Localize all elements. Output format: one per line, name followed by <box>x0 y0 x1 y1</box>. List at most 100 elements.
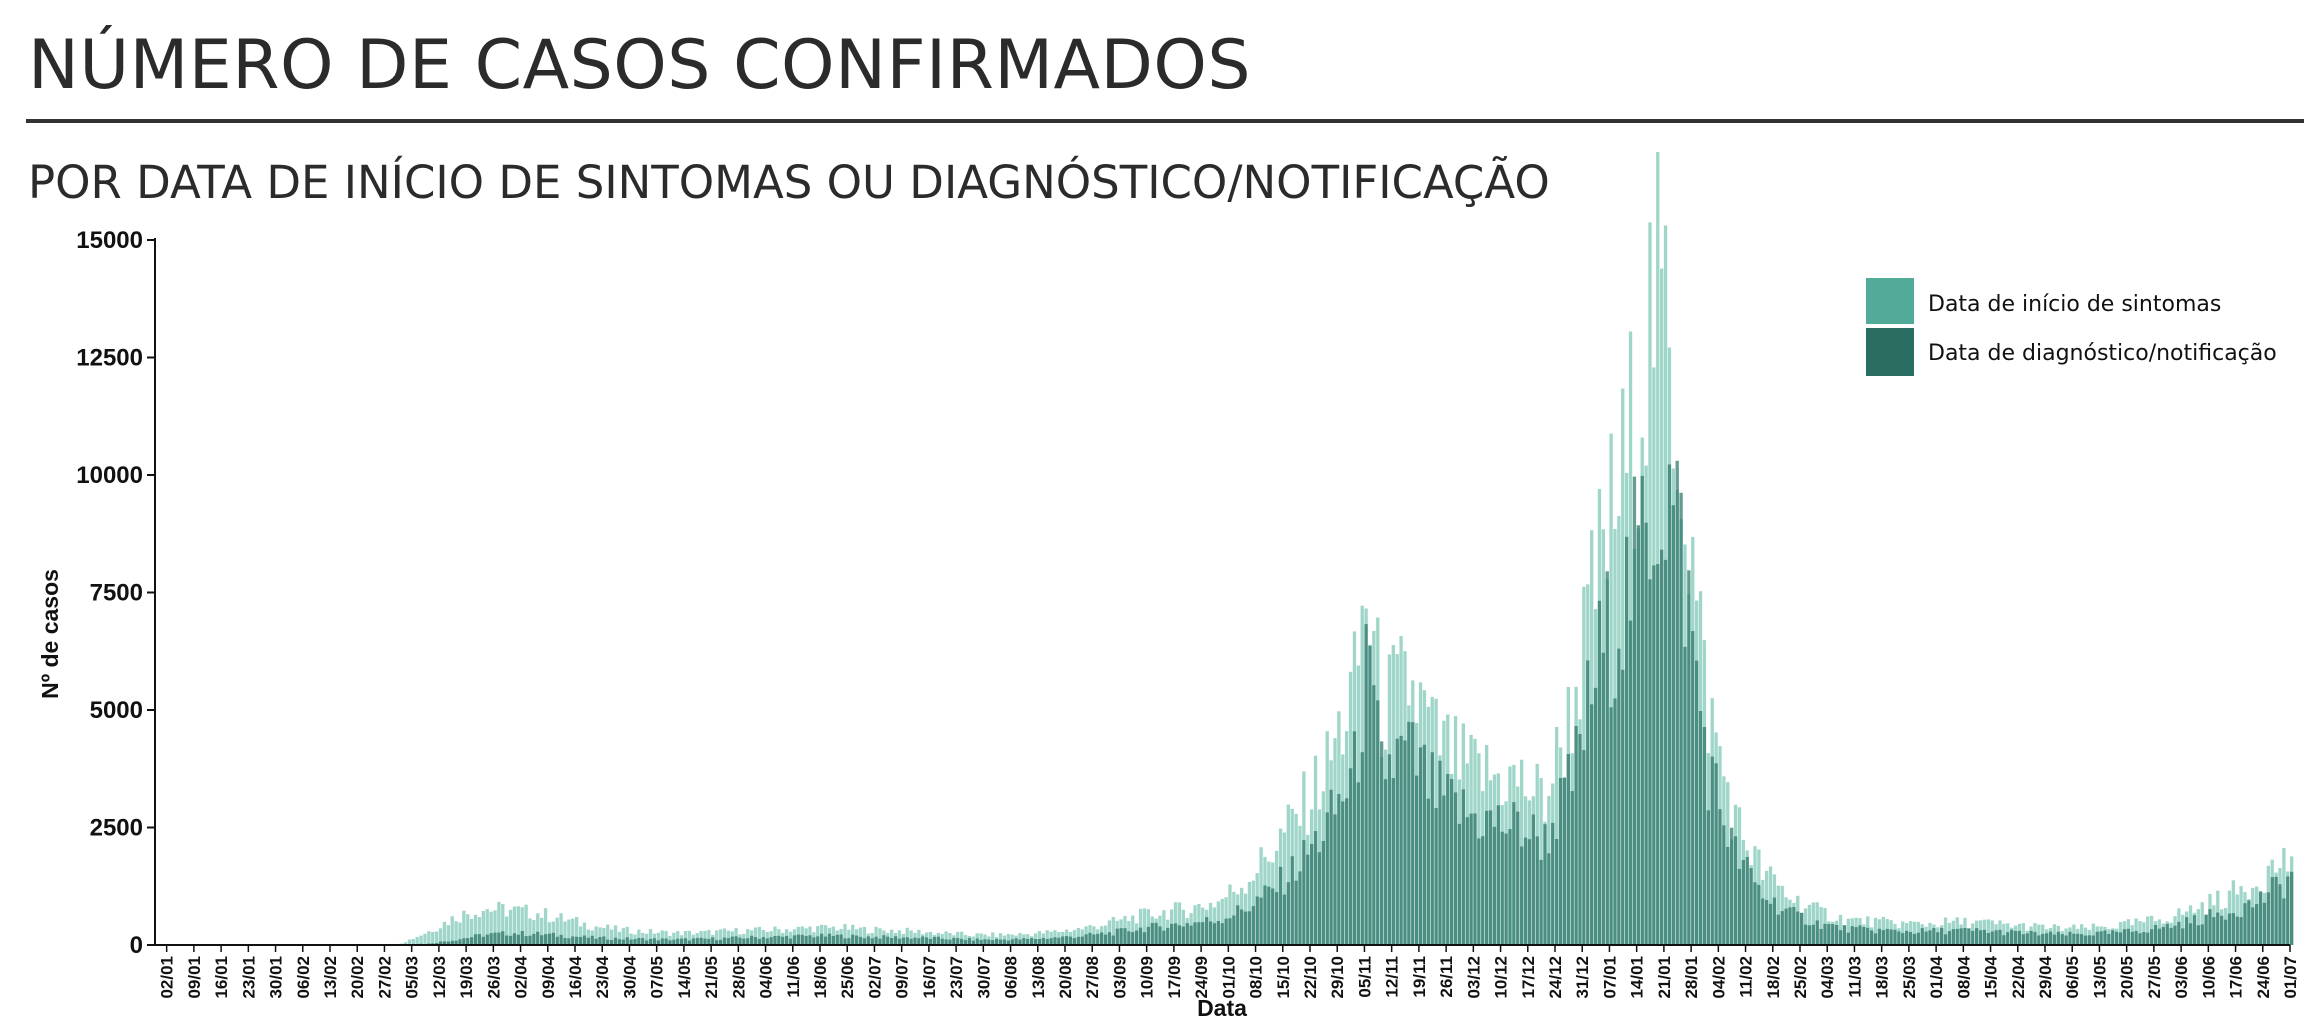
bar <box>1391 778 1395 945</box>
bar <box>1846 918 1850 945</box>
x-tick-label: 13/05 <box>2090 956 2109 999</box>
x-tick-label: 28/05 <box>729 956 748 999</box>
bar <box>1065 936 1069 945</box>
bar <box>1387 754 1392 945</box>
bar <box>508 909 513 945</box>
bar <box>1146 926 1150 945</box>
bar <box>1963 928 1967 945</box>
bar <box>1302 840 1306 945</box>
bar <box>637 938 641 945</box>
bar <box>2037 924 2041 945</box>
x-tick-label: 22/10 <box>1301 956 1320 999</box>
bar <box>746 938 750 945</box>
bar <box>870 938 874 945</box>
bar <box>1901 933 1905 945</box>
bar <box>672 939 676 945</box>
bar <box>1695 660 1699 945</box>
bar <box>2142 932 2146 945</box>
bar <box>1912 933 1917 945</box>
bar <box>2247 900 2251 945</box>
x-tick-label: 13/02 <box>321 956 340 999</box>
bar <box>520 907 524 945</box>
bar <box>1873 933 1878 945</box>
bar <box>1461 789 1465 945</box>
bar <box>524 936 528 945</box>
x-tick-label: 24/12 <box>1546 956 1565 999</box>
bar <box>1520 846 1524 945</box>
bar <box>1714 763 1718 945</box>
bar <box>2041 933 2045 945</box>
bar <box>454 921 458 945</box>
bar <box>2204 914 2208 945</box>
bar <box>746 929 750 945</box>
bar <box>1352 731 1357 945</box>
page-subtitle: POR DATA DE INÍCIO DE SINTOMAS OU DIAGNÓ… <box>28 156 1550 209</box>
bar <box>1111 917 1115 945</box>
bar <box>645 933 649 945</box>
bar <box>1593 687 1598 945</box>
x-tick-label: 10/12 <box>1492 956 1511 999</box>
bar <box>423 933 427 945</box>
x-tick-label: 05/11 <box>1355 956 1374 998</box>
x-tick-label: 20/05 <box>2118 956 2137 999</box>
bar <box>1858 925 1862 945</box>
bar <box>1142 908 1147 945</box>
bar <box>2006 932 2010 945</box>
bar <box>1045 939 1049 945</box>
bar <box>1360 752 1364 945</box>
bar <box>1648 579 1652 945</box>
bar <box>753 937 758 945</box>
bar <box>1286 882 1290 945</box>
x-tick-label: 23/01 <box>239 956 258 999</box>
bar <box>878 928 882 945</box>
bar <box>594 926 598 945</box>
y-axis-title: Nº de casos <box>37 569 63 699</box>
bar <box>967 938 972 945</box>
bar <box>1181 926 1185 945</box>
bar <box>501 931 505 945</box>
bar <box>1333 814 1337 945</box>
bar <box>1508 829 1512 945</box>
bar <box>567 919 571 945</box>
bar <box>691 938 695 945</box>
bar <box>718 929 723 945</box>
bar <box>435 931 439 945</box>
bar <box>1621 388 1625 946</box>
bar <box>1574 726 1578 945</box>
bar <box>1154 922 1158 945</box>
bar <box>660 930 664 945</box>
bar <box>1100 932 1104 945</box>
bar <box>2231 913 2235 945</box>
bar <box>473 934 478 945</box>
bar <box>613 937 618 945</box>
bar <box>730 936 734 945</box>
bar <box>2223 919 2228 945</box>
bar <box>785 935 789 945</box>
bar <box>2278 884 2282 945</box>
bar <box>1399 735 1403 945</box>
y-axis-ticks: 0 2500 5000 7500 10000 12500 15000 <box>76 227 155 959</box>
bar <box>1570 791 1574 945</box>
bar <box>648 938 653 945</box>
bar <box>1177 902 1182 945</box>
bar <box>1010 939 1014 945</box>
bar <box>2002 935 2006 945</box>
bar <box>621 928 625 945</box>
bar <box>1037 931 1042 945</box>
bar <box>1173 923 1178 945</box>
bar <box>668 940 672 945</box>
x-tick-label: 09/04 <box>539 955 558 998</box>
bar <box>2200 924 2204 945</box>
bar <box>948 933 952 945</box>
bar <box>1788 907 1792 945</box>
bar <box>1838 930 1843 945</box>
bar <box>1866 927 1870 945</box>
bar <box>1422 744 1427 945</box>
bar <box>1356 782 1360 945</box>
bar <box>1368 645 1372 945</box>
bar <box>734 936 738 945</box>
bar <box>2208 909 2212 945</box>
bar <box>470 919 474 945</box>
bar <box>944 939 948 945</box>
bar <box>1687 570 1691 945</box>
